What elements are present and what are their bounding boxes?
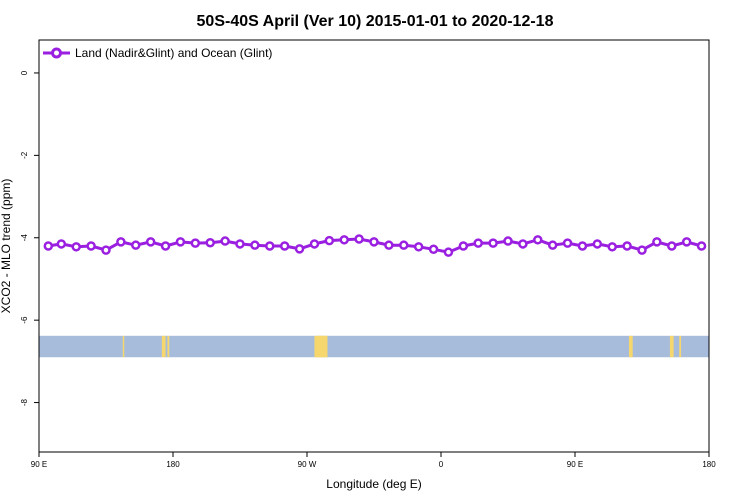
y-tick-label: -6 (20, 316, 29, 324)
land-patch (628, 335, 633, 358)
data-point (339, 235, 349, 245)
data-point (175, 237, 186, 247)
data-point (622, 241, 632, 251)
data-point (56, 239, 67, 249)
data-point (562, 238, 573, 248)
legend: Land (Nadir&Glint) and Ocean (Glint) (43, 46, 272, 60)
data-point (131, 240, 141, 250)
y-tick-label: -4 (20, 234, 29, 242)
data-point (488, 238, 498, 248)
ocean-band (39, 335, 709, 358)
data-point (324, 235, 335, 246)
data-point (443, 247, 454, 257)
x-tick-label: 180 (166, 460, 180, 469)
data-point (533, 235, 543, 245)
data-point (637, 245, 647, 255)
x-tick-label: 90 W (298, 460, 317, 469)
chart-title: 50S-40S April (Ver 10) 2015-01-01 to 202… (197, 13, 554, 30)
data-point (250, 240, 260, 250)
data-point (384, 240, 394, 250)
data-point (116, 237, 126, 247)
y-axis-label: XCO2 - MLO trend (ppm) (0, 179, 13, 314)
data-point (652, 237, 662, 247)
x-axis: 90 E 180 90 W 0 90 E 180 (31, 452, 716, 469)
data-point (354, 234, 364, 244)
data-point (265, 241, 275, 251)
data-point (681, 237, 692, 247)
data-point (43, 241, 54, 251)
land-patch (122, 335, 125, 358)
land-patch (167, 335, 170, 358)
data-point (190, 238, 201, 248)
y-axis: 0 -2 -4 -6 -8 (20, 70, 39, 406)
y-tick-label: -2 (20, 151, 29, 159)
data-point (428, 244, 439, 255)
data-point (205, 237, 215, 248)
data-point (696, 241, 707, 251)
land-patch (318, 335, 326, 358)
x-tick-label: 90 E (31, 460, 47, 469)
data-point (503, 236, 513, 246)
x-tick-label: 90 E (567, 460, 583, 469)
land-patch (679, 335, 682, 358)
data-point (294, 244, 305, 254)
data-point (279, 241, 290, 251)
plot-frame (38, 39, 710, 453)
data-point (86, 241, 96, 251)
data-point (413, 242, 424, 252)
series-layer (43, 234, 707, 257)
data-point (220, 236, 230, 246)
data-point (71, 242, 81, 252)
data-point (458, 241, 469, 251)
x-axis-label: Longitude (deg E) (326, 477, 421, 491)
data-point (399, 240, 409, 250)
land-patch (161, 335, 166, 358)
y-tick-label: 0 (20, 70, 29, 75)
x-tick-label: 180 (702, 460, 716, 469)
data-point (547, 240, 558, 250)
data-point (592, 239, 603, 249)
data-point (309, 239, 320, 249)
legend-marker-swatch (51, 47, 62, 59)
data-point (369, 237, 379, 247)
x-tick-label: 0 (439, 460, 444, 469)
map-strip (39, 335, 709, 358)
data-point (160, 241, 171, 251)
legend-label: Land (Nadir&Glint) and Ocean (Glint) (75, 46, 272, 60)
data-point (607, 242, 617, 252)
y-tick-label: -8 (20, 398, 29, 406)
land-patch (669, 335, 674, 358)
data-point (145, 237, 156, 247)
data-point (235, 239, 245, 249)
data-point (667, 241, 677, 251)
data-point (518, 239, 528, 249)
data-point (101, 245, 111, 255)
data-point (473, 238, 483, 248)
data-point (577, 241, 588, 251)
